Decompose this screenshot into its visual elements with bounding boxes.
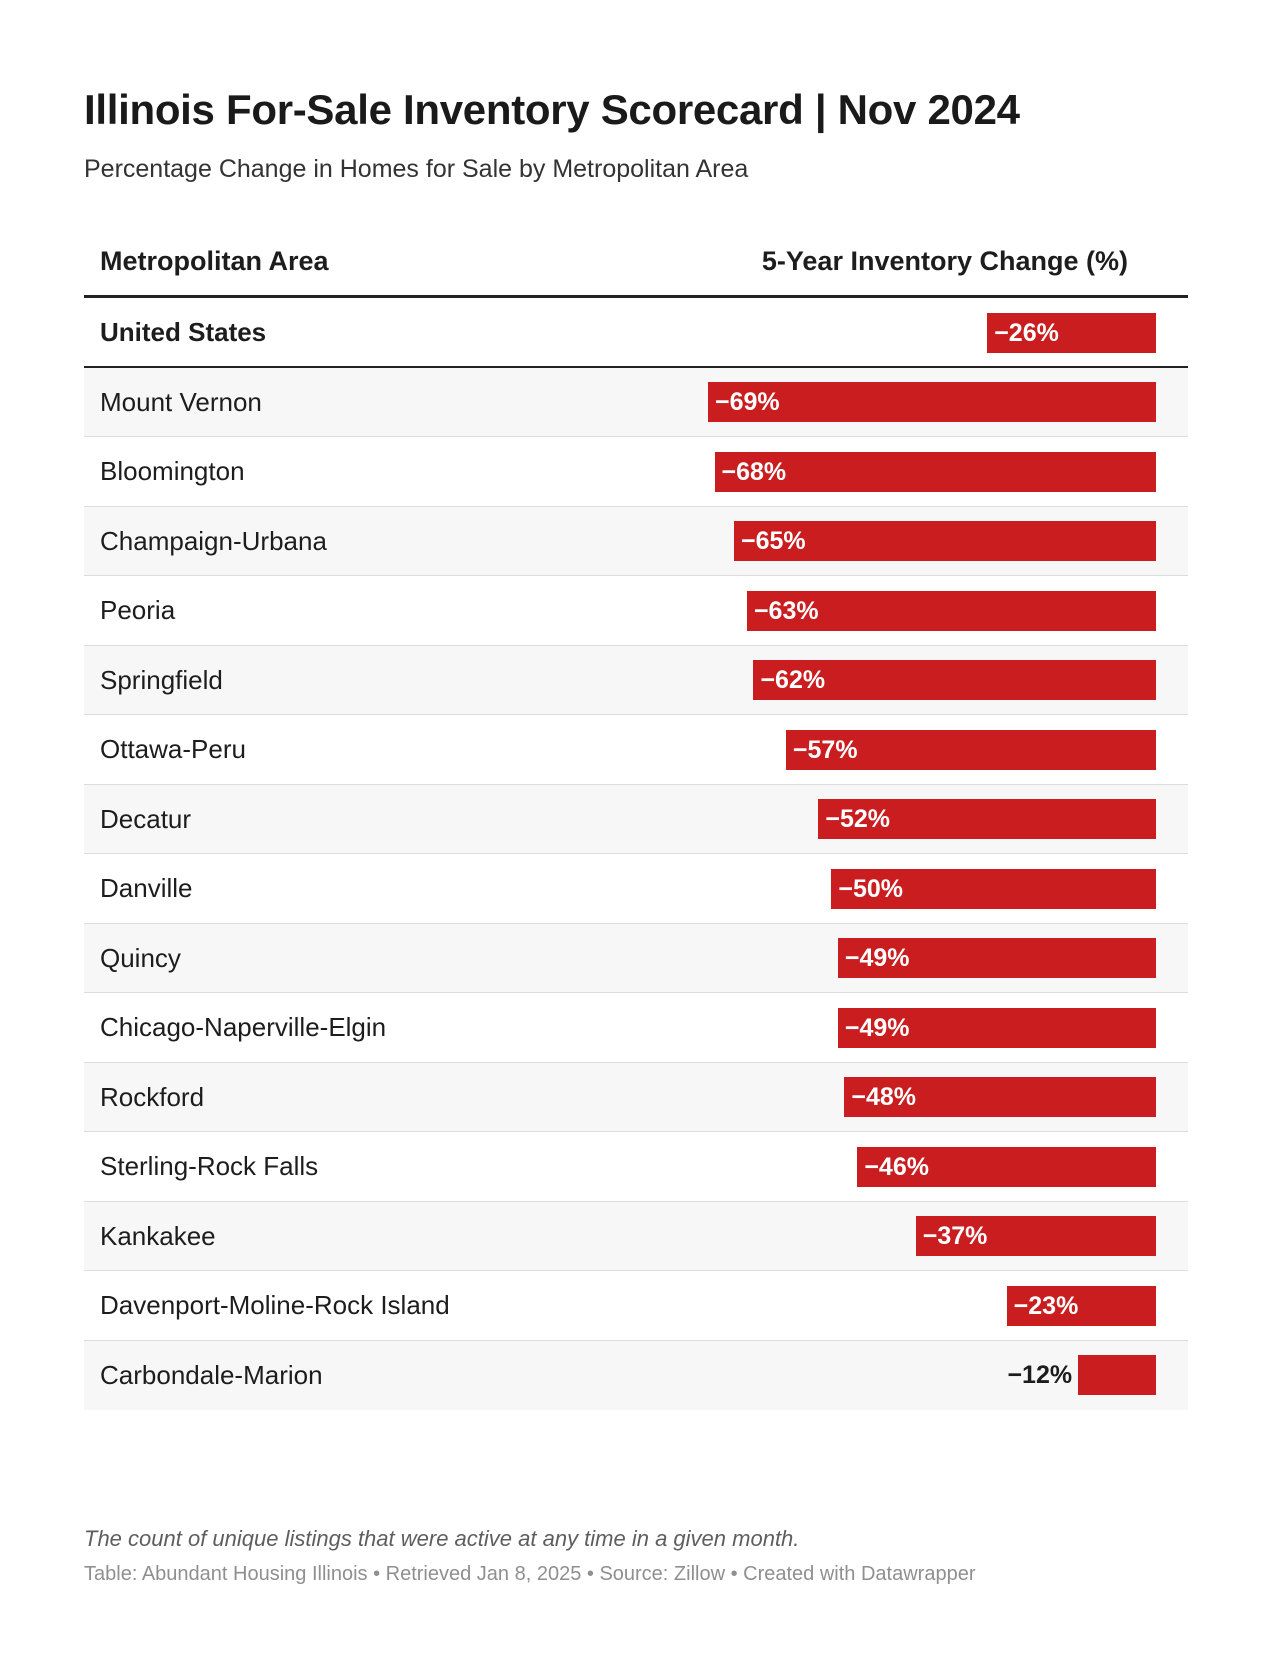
chart-note: The count of unique listings that were a…: [84, 1526, 800, 1551]
inventory-change-label: −68%: [721, 457, 787, 486]
inventory-change-label: −52%: [825, 805, 891, 834]
inventory-change-label: −46%: [864, 1152, 929, 1181]
table-row: Rockford −48%: [84, 1062, 1188, 1132]
inventory-change-label: −12%: [1007, 1361, 1073, 1390]
table-row: Bloomington −68%: [84, 437, 1188, 507]
table-row-national: United States −26%: [84, 298, 1188, 368]
table-row: Mount Vernon −69%: [84, 367, 1188, 437]
table-header: Metropolitan Area 5-Year Inventory Chang…: [84, 232, 1188, 298]
table-row: Kankakee −37%: [84, 1201, 1188, 1271]
inventory-change-label: −63%: [753, 596, 819, 625]
column-header-area[interactable]: Metropolitan Area: [100, 246, 329, 276]
bar-track: −69%: [708, 382, 1156, 423]
inventory-change-bar: [915, 1216, 1156, 1257]
bar-track: −65%: [708, 521, 1156, 562]
table-row: Peoria −63%: [84, 576, 1188, 646]
bar-track: −48%: [708, 1077, 1156, 1118]
metro-area-name: Peoria: [100, 595, 176, 625]
bar-track: −68%: [708, 451, 1156, 492]
chart-title: Illinois For-Sale Inventory Scorecard | …: [84, 86, 1020, 133]
inventory-change-bar: [857, 1146, 1156, 1187]
metro-area-name: Decatur: [100, 803, 192, 834]
inventory-change-label: −26%: [994, 318, 1059, 347]
metro-area-name: Carbondale-Marion: [100, 1359, 323, 1390]
bar-track: −26%: [708, 312, 1156, 353]
bar-track: −50%: [708, 868, 1156, 909]
metro-area-name: Bloomington: [100, 456, 245, 486]
chart-subtitle: Percentage Change in Homes for Sale by M…: [84, 155, 749, 183]
metro-area-name: Mount Vernon: [100, 386, 262, 417]
metro-area-name: Quincy: [100, 942, 181, 973]
table-row: Ottawa-Peru −57%: [84, 715, 1188, 785]
table-row: Chicago-Naperville-Elgin −49%: [84, 993, 1188, 1063]
bar-track: −57%: [708, 729, 1156, 770]
metro-area-name: United States: [100, 317, 267, 347]
table-row: Davenport-Moline-Rock Island −23%: [84, 1271, 1188, 1341]
inventory-change-label: −65%: [740, 527, 806, 556]
inventory-change-bar: [844, 1077, 1156, 1118]
inventory-change-label: −50%: [838, 874, 903, 903]
metro-area-name: Springfield: [100, 664, 223, 695]
metro-area-name: Sterling-Rock Falls: [100, 1151, 319, 1181]
metro-area-name: Champaign-Urbana: [100, 525, 327, 556]
bar-track: −23%: [708, 1285, 1156, 1326]
bar-track: −52%: [708, 799, 1156, 840]
bar-track: −49%: [708, 938, 1156, 979]
inventory-change-bar: [785, 729, 1156, 770]
inventory-change-label: −23%: [1013, 1291, 1079, 1320]
bar-track: −49%: [708, 1007, 1156, 1048]
table-row: Quincy −49%: [84, 923, 1188, 993]
inventory-change-bar: [708, 382, 1156, 423]
inventory-change-label: −69%: [715, 388, 780, 417]
column-header-change[interactable]: 5-Year Inventory Change (%): [761, 246, 1128, 276]
inventory-change-label: −37%: [922, 1222, 988, 1251]
chart-footer: Table: Abundant Housing Illinois • Retri…: [84, 1563, 976, 1585]
inventory-change-bar: [714, 451, 1156, 492]
metro-area-name: Danville: [100, 873, 193, 903]
inventory-change-label: −49%: [844, 944, 910, 973]
inventory-change-label: −57%: [792, 735, 858, 764]
metro-area-name: Ottawa-Peru: [100, 734, 246, 764]
table-row: Sterling-Rock Falls −46%: [84, 1132, 1188, 1202]
metro-area-name: Davenport-Moline-Rock Island: [100, 1290, 450, 1320]
bar-track: −63%: [708, 590, 1156, 631]
inventory-change-bar: [753, 660, 1156, 701]
inventory-change-bar: [831, 868, 1156, 909]
inventory-change-bar: [837, 938, 1156, 979]
table-row: Carbondale-Marion −12%: [84, 1340, 1188, 1410]
metro-area-name: Kankakee: [100, 1220, 216, 1251]
inventory-change-bar: [733, 521, 1156, 562]
inventory-change-bar: [818, 799, 1156, 840]
table-row: Decatur −52%: [84, 784, 1188, 854]
inventory-change-bar: [1006, 1285, 1156, 1326]
bar-track: −37%: [708, 1216, 1156, 1257]
metro-area-name: Chicago-Naperville-Elgin: [100, 1012, 387, 1042]
table-row: Springfield −62%: [84, 645, 1188, 715]
inventory-change-label: −48%: [851, 1083, 916, 1112]
inventory-change-bar: [1078, 1355, 1156, 1396]
inventory-change-label: −49%: [844, 1013, 910, 1042]
table-row: Danville −50%: [84, 854, 1188, 924]
metro-area-name: Rockford: [100, 1081, 205, 1112]
inventory-change-bar: [837, 1007, 1156, 1048]
bar-track: −46%: [708, 1146, 1156, 1187]
table-row: Champaign-Urbana −65%: [84, 506, 1188, 576]
inventory-change-bar: [746, 590, 1156, 631]
inventory-change-bar: [987, 312, 1156, 353]
bar-track: −62%: [708, 660, 1156, 701]
inventory-change-label: −62%: [760, 666, 826, 695]
bar-track: −12%: [708, 1355, 1156, 1396]
